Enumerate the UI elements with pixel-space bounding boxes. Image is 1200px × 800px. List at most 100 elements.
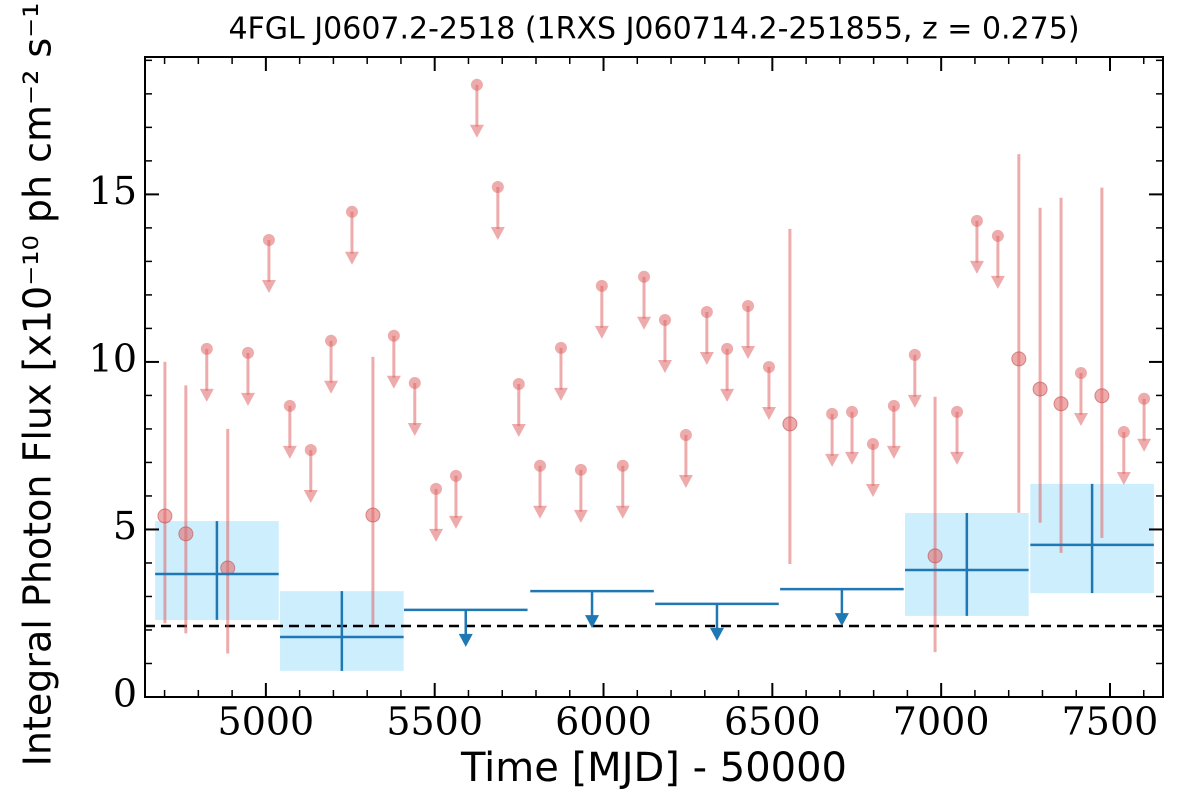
monthly-upper-limit-arrow (407, 423, 422, 437)
monthly-point (1011, 351, 1027, 367)
monthly-upper-limit-point (1074, 366, 1087, 379)
yearly-upper-limit-arrow (458, 633, 473, 647)
monthly-upper-limit-arrow (615, 505, 630, 519)
monthly-upper-limit-point (262, 233, 275, 246)
monthly-upper-limit-arrow (1137, 438, 1152, 452)
monthly-upper-limit-arrow (448, 515, 463, 529)
x-tick-label: 7500 (1062, 700, 1159, 744)
y-tick-label: 10 (89, 336, 137, 380)
monthly-upper-limit-point (658, 314, 671, 327)
monthly-upper-limit-arrow (344, 251, 359, 265)
monthly-upper-limit-arrow (657, 360, 672, 374)
monthly-upper-limit-arrow (1116, 471, 1131, 485)
x-tick-label: 5000 (218, 700, 315, 744)
yearly-upper-limit-arrow (834, 613, 849, 627)
monthly-point (1053, 396, 1069, 412)
monthly-upper-limit-point (846, 405, 859, 418)
monthly-upper-limit-arrow (490, 227, 505, 241)
monthly-point (1094, 388, 1110, 404)
monthly-upper-limit-point (700, 305, 713, 318)
monthly-upper-limit-point (762, 360, 775, 373)
monthly-upper-limit-arrow (886, 445, 901, 459)
monthly-upper-limit-point (595, 279, 608, 292)
monthly-upper-limit-point (387, 329, 400, 342)
x-tick-label: 7000 (893, 700, 990, 744)
monthly-upper-limit-arrow (324, 380, 339, 394)
monthly-upper-limit-point (616, 459, 629, 472)
monthly-upper-limit-arrow (594, 325, 609, 339)
monthly-upper-limit-arrow (720, 388, 735, 402)
monthly-upper-limit-arrow (282, 445, 297, 459)
monthly-upper-limit-point (1117, 425, 1130, 438)
monthly-upper-limit-point (470, 78, 483, 91)
monthly-upper-limit-arrow (907, 394, 922, 408)
yearly-upper-limit-arrow (709, 627, 724, 641)
monthly-upper-limit-point (449, 469, 462, 482)
monthly-upper-limit-arrow (741, 345, 756, 359)
monthly-upper-limit-point (721, 342, 734, 355)
monthly-upper-limit-arrow (469, 124, 484, 138)
monthly-upper-limit-point (951, 405, 964, 418)
monthly-upper-limit-point (742, 299, 755, 312)
monthly-upper-limit-arrow (386, 375, 401, 389)
monthly-upper-limit-point (866, 438, 879, 451)
monthly-upper-limit-point (908, 348, 921, 361)
monthly-upper-limit-arrow (637, 316, 652, 330)
monthly-upper-limit-point (283, 399, 296, 412)
monthly-upper-limit-arrow (699, 351, 714, 365)
yearly-upper-limit-arrow (585, 615, 600, 629)
monthly-upper-limit-arrow (845, 451, 860, 465)
monthly-upper-limit-point (345, 205, 358, 218)
monthly-upper-limit-arrow (990, 275, 1005, 289)
monthly-upper-limit-point (534, 459, 547, 472)
monthly-point (365, 507, 381, 523)
monthly-upper-limit-point (970, 214, 983, 227)
x-tick-label: 6000 (555, 700, 652, 744)
monthly-upper-limit-arrow (240, 392, 255, 406)
monthly-point (927, 548, 943, 564)
monthly-upper-limit-point (304, 444, 317, 457)
monthly-upper-limit-point (241, 346, 254, 359)
monthly-upper-limit-point (679, 428, 692, 441)
y-tick-label: 0 (113, 672, 137, 716)
monthly-upper-limit-point (430, 482, 443, 495)
x-tick-label: 6500 (724, 700, 821, 744)
monthly-upper-limit-point (554, 341, 567, 354)
monthly-upper-limit-point (1138, 392, 1151, 405)
monthly-upper-limit-point (491, 181, 504, 194)
monthly-upper-limit-point (408, 377, 421, 390)
monthly-upper-limit-arrow (303, 490, 318, 504)
monthly-upper-limit-point (325, 334, 338, 347)
monthly-upper-limit-arrow (865, 484, 880, 498)
monthly-upper-limit-arrow (573, 509, 588, 523)
monthly-upper-limit-arrow (199, 388, 214, 402)
monthly-upper-limit-arrow (511, 424, 526, 438)
monthly-upper-limit-arrow (1073, 412, 1088, 426)
monthly-upper-limit-point (574, 463, 587, 476)
y-tick-label: 15 (89, 169, 137, 213)
x-tick-label: 5500 (386, 700, 483, 744)
monthly-upper-limit-point (826, 407, 839, 420)
monthly-upper-limit-arrow (969, 260, 984, 274)
monthly-point (157, 508, 173, 524)
monthly-upper-limit-arrow (261, 279, 276, 293)
monthly-upper-limit-arrow (553, 387, 568, 401)
chart-title: 4FGL J0607.2-2518 (1RXS J060714.2-251855… (228, 12, 1079, 47)
monthly-upper-limit-point (200, 342, 213, 355)
monthly-upper-limit-arrow (429, 528, 444, 542)
monthly-upper-limit-arrow (761, 406, 776, 420)
y-tick-label: 5 (113, 504, 137, 548)
monthly-upper-limit-arrow (533, 505, 548, 519)
monthly-upper-limit-point (638, 270, 651, 283)
monthly-upper-limit-arrow (950, 451, 965, 465)
y-axis-label: Integral Photon Flux [x10⁻¹⁰ ph cm⁻² s⁻¹… (16, 0, 60, 766)
monthly-upper-limit-point (991, 229, 1004, 242)
monthly-point (1032, 381, 1048, 397)
x-axis-label: Time [MJD] - 50000 (460, 745, 847, 791)
monthly-point (782, 416, 798, 432)
monthly-upper-limit-arrow (825, 453, 840, 467)
monthly-upper-limit-point (887, 399, 900, 412)
monthly-point (178, 526, 194, 542)
monthly-upper-limit-arrow (678, 474, 693, 488)
